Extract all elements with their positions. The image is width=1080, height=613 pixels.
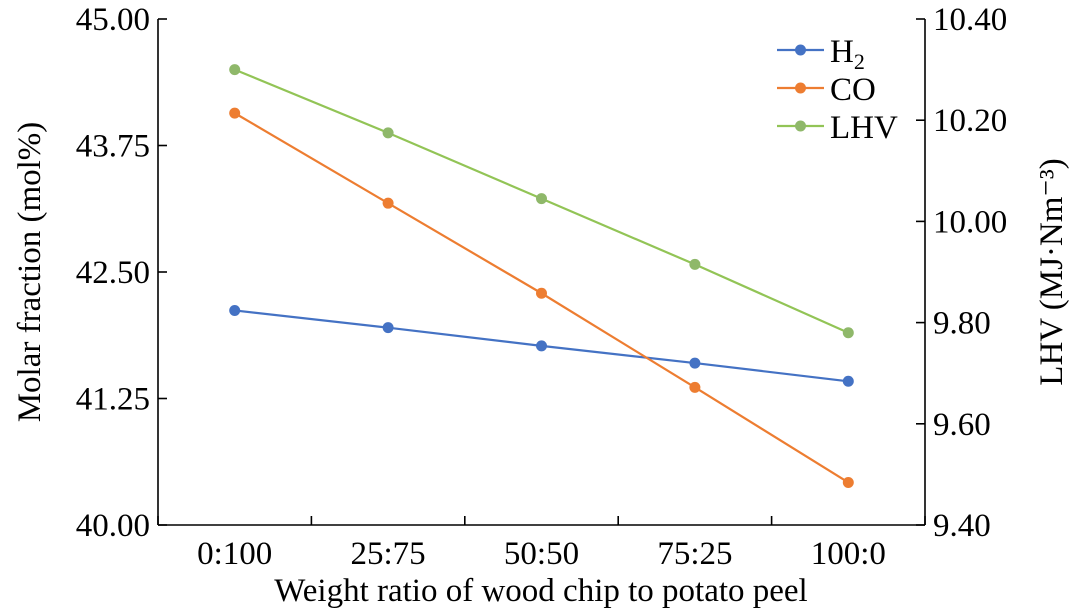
data-point bbox=[689, 357, 701, 369]
data-point bbox=[842, 476, 854, 488]
y2-tick-label: 9.40 bbox=[933, 508, 991, 544]
y2-tick-label: 10.00 bbox=[933, 204, 1007, 240]
legend-label-main: H bbox=[830, 34, 854, 70]
series-co bbox=[229, 107, 854, 488]
legend-label-main: LHV bbox=[830, 110, 898, 146]
axes bbox=[157, 18, 926, 526]
y2-tick-label: 9.80 bbox=[933, 306, 991, 342]
y2-tick-label: 10.20 bbox=[933, 103, 1007, 139]
data-point bbox=[536, 287, 547, 299]
data-point bbox=[689, 258, 701, 270]
series-group bbox=[229, 64, 854, 488]
y-axis-title: Molar fraction (mol%) bbox=[12, 122, 48, 423]
legend-label-subscript: 2 bbox=[854, 49, 865, 74]
legend-label-main: CO bbox=[830, 72, 876, 108]
data-point bbox=[229, 64, 241, 76]
data-point bbox=[842, 375, 854, 387]
x-tick-label: 100:0 bbox=[811, 536, 886, 572]
data-point bbox=[536, 340, 547, 352]
legend-item: LHV bbox=[777, 110, 898, 146]
data-point bbox=[536, 193, 547, 205]
data-point bbox=[689, 381, 701, 393]
y2-tick-label: 10.40 bbox=[933, 2, 1007, 38]
legend-label: CO bbox=[830, 72, 876, 108]
tick-labels: 40.00 41.25 42.50 43.75 45.00 9.40 9.60 9.80 10.… bbox=[76, 2, 1008, 572]
legend-item: CO bbox=[777, 72, 876, 108]
y-tick-label: 45.00 bbox=[76, 2, 150, 38]
legend-label: H2 bbox=[830, 34, 865, 74]
legend-swatch-marker bbox=[795, 82, 806, 94]
data-point bbox=[382, 127, 394, 139]
y2-axis-title: LHV (MJ·Nm⁻³) bbox=[1034, 158, 1070, 385]
x-tick-label: 75:25 bbox=[657, 536, 732, 572]
y-tick-label: 43.75 bbox=[76, 129, 150, 165]
series-h bbox=[229, 304, 854, 387]
x-axis-title: Weight ratio of wood chip to potato peel bbox=[274, 573, 807, 609]
x-tick-label: 50:50 bbox=[504, 536, 579, 572]
y-tick-label: 40.00 bbox=[76, 508, 150, 544]
series-lhv bbox=[229, 64, 854, 339]
legend-item: H2 bbox=[777, 34, 865, 74]
data-point bbox=[229, 107, 241, 119]
data-point bbox=[229, 304, 241, 316]
x-tick-label: 25:75 bbox=[351, 536, 426, 572]
y2-tick-label: 9.60 bbox=[933, 407, 991, 443]
legend-label: LHV bbox=[830, 110, 898, 146]
legend-swatch-marker bbox=[795, 44, 806, 56]
data-point bbox=[382, 322, 394, 334]
data-point bbox=[842, 327, 854, 339]
legend-swatch-marker bbox=[795, 120, 806, 132]
y-tick-label: 42.50 bbox=[76, 255, 150, 291]
data-point bbox=[382, 197, 394, 209]
x-tick-label: 0:100 bbox=[197, 536, 272, 572]
y-tick-label: 41.25 bbox=[76, 382, 150, 418]
